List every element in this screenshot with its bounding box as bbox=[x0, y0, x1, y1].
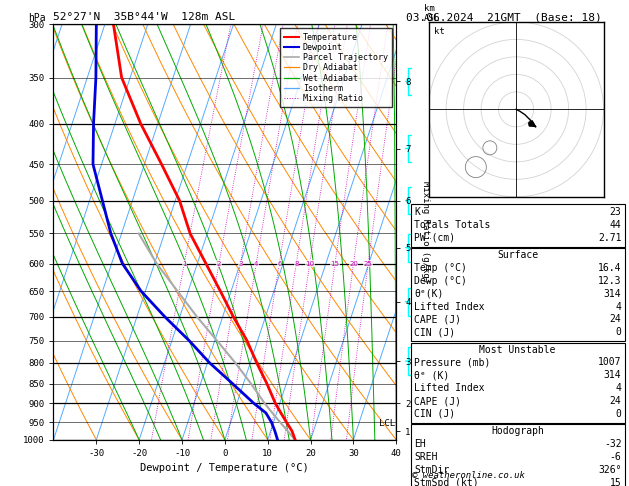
Text: 0: 0 bbox=[616, 328, 621, 337]
Text: 4: 4 bbox=[254, 260, 259, 266]
Text: kt: kt bbox=[434, 27, 445, 36]
Text: PW (cm): PW (cm) bbox=[414, 233, 455, 243]
Text: SREH: SREH bbox=[414, 452, 437, 462]
Text: Surface: Surface bbox=[497, 250, 538, 260]
Text: 1007: 1007 bbox=[598, 358, 621, 367]
Text: θᵉ (K): θᵉ (K) bbox=[414, 370, 449, 381]
Text: CIN (J): CIN (J) bbox=[414, 328, 455, 337]
Text: Most Unstable: Most Unstable bbox=[479, 345, 556, 355]
Text: CAPE (J): CAPE (J) bbox=[414, 396, 461, 406]
Text: 24: 24 bbox=[610, 314, 621, 325]
Text: -32: -32 bbox=[604, 439, 621, 449]
Text: hPa: hPa bbox=[28, 14, 45, 23]
X-axis label: Dewpoint / Temperature (°C): Dewpoint / Temperature (°C) bbox=[140, 464, 309, 473]
Text: 2.71: 2.71 bbox=[598, 233, 621, 243]
Text: 24: 24 bbox=[610, 396, 621, 406]
Text: 314: 314 bbox=[604, 289, 621, 299]
Text: 15: 15 bbox=[331, 260, 340, 266]
Text: 23: 23 bbox=[610, 207, 621, 217]
Text: 52°27'N  35B°44'W  128m ASL: 52°27'N 35B°44'W 128m ASL bbox=[53, 12, 236, 22]
Text: Lifted Index: Lifted Index bbox=[414, 383, 484, 393]
Text: 326°: 326° bbox=[598, 465, 621, 475]
Text: LCL: LCL bbox=[379, 419, 396, 428]
Text: 44: 44 bbox=[610, 220, 621, 230]
Text: 12.3: 12.3 bbox=[598, 276, 621, 286]
Text: Hodograph: Hodograph bbox=[491, 426, 544, 436]
Text: θᵉ(K): θᵉ(K) bbox=[414, 289, 443, 299]
Text: Dewp (°C): Dewp (°C) bbox=[414, 276, 467, 286]
Text: 1: 1 bbox=[182, 260, 187, 266]
Text: K: K bbox=[414, 207, 420, 217]
Text: 6: 6 bbox=[277, 260, 282, 266]
Y-axis label: Mixing Ratio (g/kg): Mixing Ratio (g/kg) bbox=[421, 181, 430, 283]
Text: 15: 15 bbox=[610, 478, 621, 486]
Text: 3: 3 bbox=[238, 260, 243, 266]
Text: CIN (J): CIN (J) bbox=[414, 409, 455, 419]
Text: 03.06.2024  21GMT  (Base: 18): 03.06.2024 21GMT (Base: 18) bbox=[406, 12, 601, 22]
Text: 8: 8 bbox=[294, 260, 299, 266]
Text: 314: 314 bbox=[604, 370, 621, 381]
Legend: Temperature, Dewpoint, Parcel Trajectory, Dry Adiabat, Wet Adiabat, Isotherm, Mi: Temperature, Dewpoint, Parcel Trajectory… bbox=[280, 29, 392, 107]
Text: Lifted Index: Lifted Index bbox=[414, 301, 484, 312]
Text: 16.4: 16.4 bbox=[598, 263, 621, 273]
Text: Temp (°C): Temp (°C) bbox=[414, 263, 467, 273]
Text: 20: 20 bbox=[349, 260, 358, 266]
Text: 25: 25 bbox=[364, 260, 372, 266]
Text: 4: 4 bbox=[616, 301, 621, 312]
Text: 10: 10 bbox=[305, 260, 314, 266]
Text: 0: 0 bbox=[616, 409, 621, 419]
Text: StmSpd (kt): StmSpd (kt) bbox=[414, 478, 479, 486]
Text: 2: 2 bbox=[217, 260, 221, 266]
Text: km
ASL: km ASL bbox=[424, 4, 440, 23]
Text: © weatheronline.co.uk: © weatheronline.co.uk bbox=[412, 471, 525, 480]
Text: 4: 4 bbox=[616, 383, 621, 393]
Text: StmDir: StmDir bbox=[414, 465, 449, 475]
Text: Pressure (mb): Pressure (mb) bbox=[414, 358, 490, 367]
Text: CAPE (J): CAPE (J) bbox=[414, 314, 461, 325]
Text: Totals Totals: Totals Totals bbox=[414, 220, 490, 230]
Text: -6: -6 bbox=[610, 452, 621, 462]
Text: EH: EH bbox=[414, 439, 426, 449]
